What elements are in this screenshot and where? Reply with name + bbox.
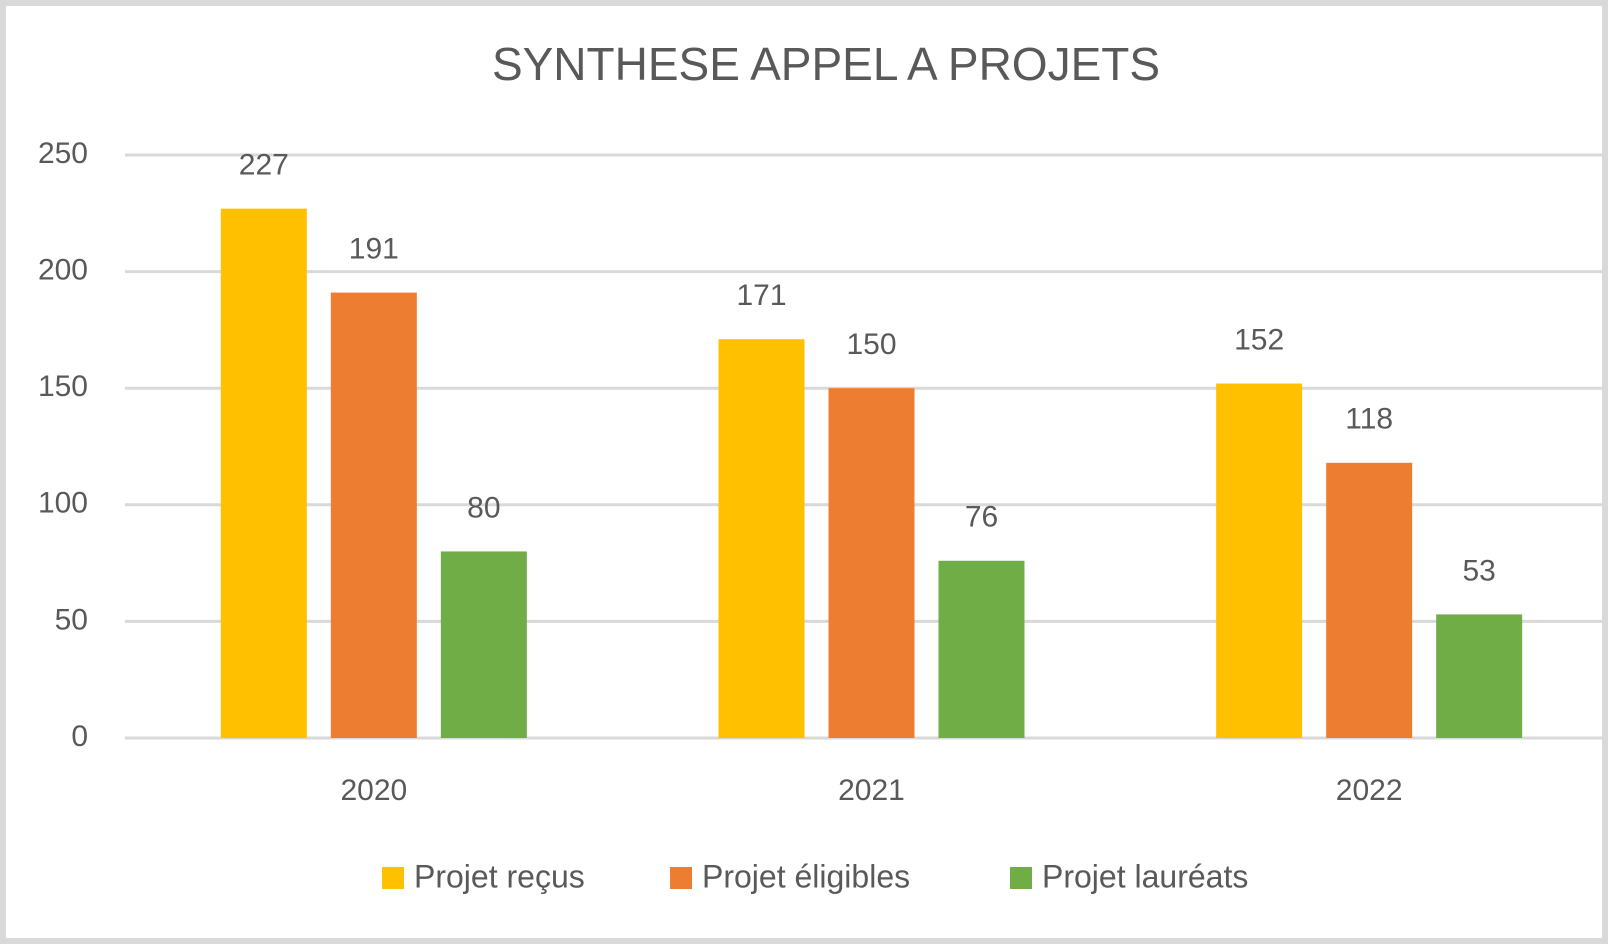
data-label: 80 bbox=[467, 491, 500, 524]
data-label: 152 bbox=[1234, 323, 1284, 356]
y-tick-label: 50 bbox=[55, 603, 88, 636]
data-label: 150 bbox=[846, 328, 896, 361]
chart-title: SYNTHESE APPEL A PROJETS bbox=[492, 38, 1160, 90]
y-tick-label: 250 bbox=[38, 137, 88, 170]
x-tick-label: 2022 bbox=[1336, 774, 1403, 807]
data-label: 76 bbox=[965, 501, 998, 534]
y-tick-label: 0 bbox=[71, 720, 88, 753]
bar bbox=[1436, 614, 1523, 738]
y-tick-label: 200 bbox=[38, 254, 88, 287]
legend-swatch bbox=[1010, 867, 1032, 889]
data-label: 171 bbox=[736, 279, 786, 312]
legend-label: Projet lauréats bbox=[1042, 858, 1248, 894]
legend-label: Projet éligibles bbox=[702, 858, 910, 894]
legend-label: Projet reçus bbox=[414, 858, 585, 894]
bar bbox=[330, 292, 417, 738]
y-tick-label: 100 bbox=[38, 487, 88, 520]
bar bbox=[220, 208, 307, 739]
data-label: 191 bbox=[349, 233, 399, 266]
x-tick-label: 2020 bbox=[340, 774, 407, 807]
legend-swatch bbox=[670, 867, 692, 889]
data-label: 118 bbox=[1345, 403, 1393, 436]
bar bbox=[440, 551, 527, 738]
data-label: 227 bbox=[239, 149, 289, 182]
legend-swatch bbox=[382, 867, 404, 889]
y-tick-label: 150 bbox=[38, 370, 88, 403]
bar bbox=[1326, 462, 1413, 738]
x-tick-label: 2021 bbox=[838, 774, 905, 807]
bar bbox=[938, 560, 1025, 738]
bar bbox=[1216, 383, 1303, 738]
bar bbox=[828, 388, 915, 738]
data-label: 53 bbox=[1462, 554, 1495, 587]
bar bbox=[718, 339, 805, 738]
